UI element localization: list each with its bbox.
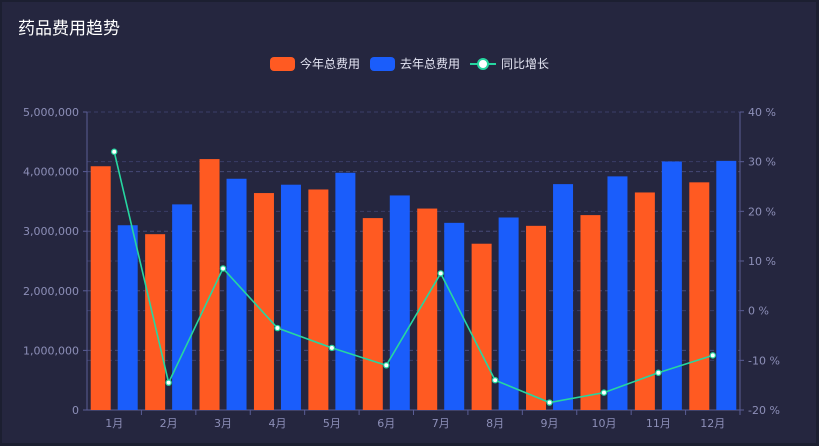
x-tick-label: 8月 [486, 417, 504, 430]
x-tick-label: 1月 [105, 417, 123, 430]
growth-point [437, 270, 444, 277]
x-tick-label: 9月 [541, 417, 559, 430]
legend-label-current: 今年总费用 [299, 57, 360, 71]
x-tick-label: 12月 [700, 417, 725, 430]
bar-last [226, 178, 247, 410]
growth-point [491, 377, 499, 384]
bar-current [308, 189, 329, 410]
bar-current [362, 218, 383, 410]
bar-current [417, 208, 438, 410]
x-tick-label: 7月 [432, 417, 450, 430]
y-right-tick-label: -10 % [748, 354, 780, 367]
bar-current [471, 243, 492, 410]
y-left-tick-label: 1,000,000 [23, 344, 79, 357]
y-right-tick-label: 10 % [748, 255, 776, 268]
bar-last [389, 195, 410, 410]
growth-point [219, 265, 227, 272]
legend-item-last[interactable]: 去年总费用 [369, 55, 460, 72]
x-tick-label: 5月 [323, 417, 341, 430]
x-tick-label: 4月 [268, 417, 286, 430]
growth-line [113, 151, 714, 404]
bar-current [199, 159, 220, 410]
y-right-tick-label: 40 % [748, 106, 776, 119]
legend-label-growth: 同比增长 [501, 57, 550, 71]
bar-current [689, 182, 710, 410]
growth-point [274, 324, 281, 332]
legend-line-icon [470, 57, 496, 70]
growth-point [546, 399, 553, 406]
y-left-tick-label: 2,000,000 [23, 285, 79, 298]
growth-point [709, 352, 716, 359]
y-left-tick-label: 0 [72, 404, 79, 417]
x-tick-label: 3月 [214, 417, 232, 430]
bar-last [335, 172, 356, 410]
bar-last [117, 225, 138, 410]
bar-last [444, 222, 465, 410]
growth-point [111, 148, 118, 155]
bar-last [607, 176, 628, 410]
bar-last [280, 184, 301, 410]
legend-item-current[interactable]: 今年总费用 [269, 55, 360, 72]
y-left-tick-label: 5,000,000 [23, 106, 79, 119]
bar-current [90, 166, 111, 410]
bar-last [172, 204, 193, 410]
legend-item-growth[interactable]: 同比增长 [470, 55, 549, 72]
growth-point [165, 379, 172, 386]
y-right-tick-label: 20 % [748, 205, 776, 218]
bar-last [661, 161, 682, 410]
y-left-tick-label: 4,000,000 [23, 166, 79, 179]
legend-swatch-current [269, 56, 295, 71]
bar-last [716, 160, 737, 410]
y-right-tick-label: 0 % [748, 305, 769, 318]
bar-current [526, 225, 547, 410]
bar-last [498, 217, 519, 410]
legend-swatch-last [369, 56, 395, 71]
bar-current [253, 193, 274, 410]
growth-point [383, 362, 390, 369]
growth-point [655, 369, 662, 376]
y-right-tick-label: 30 % [748, 156, 776, 169]
bar-last [553, 184, 574, 410]
growth-point [328, 344, 336, 352]
legend: 今年总费用 去年总费用 同比增长 [0, 55, 819, 72]
x-tick-label: 10月 [591, 417, 616, 430]
legend-label-last: 去年总费用 [399, 57, 460, 71]
y-right-tick-label: -20 % [748, 404, 780, 417]
chart-title: 药品费用趋势 [18, 19, 120, 39]
x-tick-label: 2月 [160, 417, 178, 430]
x-tick-label: 11月 [646, 417, 671, 430]
x-tick-label: 6月 [377, 417, 395, 430]
bar-current [580, 215, 601, 410]
bar-current [634, 192, 655, 410]
y-left-tick-label: 3,000,000 [23, 225, 79, 238]
growth-point [600, 389, 608, 396]
